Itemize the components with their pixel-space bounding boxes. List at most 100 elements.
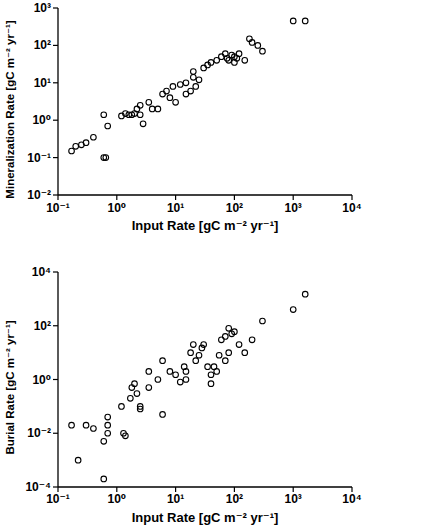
x-tick-label: 10⁻¹ xyxy=(46,492,70,506)
y-tick xyxy=(53,7,58,8)
point xyxy=(177,379,183,385)
x-tick-label: 10⁰ xyxy=(107,201,126,215)
point xyxy=(188,350,194,356)
x-axis-title: Input Rate [gC m⁻² yr⁻¹] xyxy=(132,510,279,525)
x-tick-label: 10⁻¹ xyxy=(46,201,70,215)
y-axis-title: Mineralization Rate [gC m⁻² yr⁻¹] xyxy=(4,20,16,198)
point xyxy=(119,404,125,410)
point xyxy=(236,342,242,348)
y-tick xyxy=(53,325,58,326)
point xyxy=(146,369,152,375)
y-tick-label: 10⁻² xyxy=(27,426,51,440)
point xyxy=(164,88,170,94)
point xyxy=(205,364,211,370)
x-tick-label: 10⁴ xyxy=(342,201,361,215)
point xyxy=(91,426,97,432)
x-tick-label: 10⁰ xyxy=(107,492,126,506)
point xyxy=(199,345,205,351)
point xyxy=(196,352,202,358)
y-tick-label: 10² xyxy=(34,38,51,52)
point xyxy=(134,106,140,112)
point xyxy=(302,18,308,24)
point xyxy=(101,439,107,445)
x-tick xyxy=(57,195,58,200)
x-tick xyxy=(351,195,352,200)
point xyxy=(260,318,266,324)
point xyxy=(137,112,143,118)
y-tick-label: 10⁻² xyxy=(27,188,51,202)
point xyxy=(196,77,202,83)
point xyxy=(302,291,308,297)
point xyxy=(242,57,248,63)
point xyxy=(191,69,197,75)
y-tick xyxy=(53,486,58,487)
point xyxy=(173,100,179,106)
y-tick-label: 10² xyxy=(34,319,51,333)
point xyxy=(193,84,199,90)
points xyxy=(69,18,308,160)
y-tick-label: 10⁰ xyxy=(32,113,51,127)
chart: 10⁻¹10⁰10¹10²10³10⁴10⁻²10⁻¹10⁰10¹10²10³I… xyxy=(4,1,362,233)
y-tick xyxy=(53,120,58,121)
x-tick xyxy=(116,195,117,200)
y-tick xyxy=(53,157,58,158)
point xyxy=(69,148,75,154)
point xyxy=(160,358,166,364)
point xyxy=(201,342,207,348)
point xyxy=(91,134,97,140)
y-tick xyxy=(53,271,58,272)
x-tick-label: 10² xyxy=(226,492,243,506)
point xyxy=(249,337,255,343)
point xyxy=(146,385,152,391)
point xyxy=(128,395,134,401)
point xyxy=(222,334,228,340)
x-tick xyxy=(293,195,294,200)
y-tick xyxy=(53,194,58,195)
y-tick xyxy=(53,82,58,83)
point xyxy=(155,377,161,383)
point xyxy=(101,112,107,118)
point xyxy=(219,54,225,60)
x-tick-label: 10¹ xyxy=(167,201,184,215)
y-tick xyxy=(53,379,58,380)
point xyxy=(226,57,232,63)
y-tick-label: 10³ xyxy=(34,1,51,15)
point xyxy=(249,40,255,46)
point xyxy=(183,369,189,375)
point xyxy=(103,155,109,161)
y-tick xyxy=(53,45,58,46)
point xyxy=(132,381,138,387)
x-tick-label: 10³ xyxy=(285,492,302,506)
point xyxy=(177,82,183,88)
point xyxy=(73,144,79,150)
point xyxy=(222,358,228,364)
point xyxy=(290,307,296,313)
x-tick-label: 10⁴ xyxy=(342,492,361,506)
point xyxy=(149,106,155,112)
point xyxy=(101,476,107,482)
point xyxy=(201,65,207,71)
point xyxy=(226,326,232,332)
y-tick xyxy=(53,433,58,434)
x-axis-title: Input Rate [gC m⁻² yr⁻¹] xyxy=(132,218,279,233)
point xyxy=(160,91,166,97)
point xyxy=(134,391,140,397)
x-axis xyxy=(58,194,352,195)
point xyxy=(290,18,296,24)
point xyxy=(123,433,129,439)
y-axis xyxy=(57,8,58,195)
point xyxy=(208,372,214,378)
point xyxy=(167,95,173,101)
point xyxy=(173,372,179,378)
point xyxy=(137,103,143,109)
point xyxy=(232,329,238,335)
point xyxy=(146,100,152,106)
point xyxy=(160,412,166,418)
x-axis xyxy=(58,486,352,487)
point xyxy=(155,106,161,112)
y-axis-title: Burial Rate [gC m⁻² yr⁻¹] xyxy=(4,320,16,454)
figure: 10⁻¹10⁰10¹10²10³10⁴10⁻²10⁻¹10⁰10¹10²10³I… xyxy=(0,0,427,529)
y-tick-label: 10⁴ xyxy=(32,265,51,279)
point xyxy=(236,51,242,57)
y-tick-label: 10⁻¹ xyxy=(27,151,51,165)
